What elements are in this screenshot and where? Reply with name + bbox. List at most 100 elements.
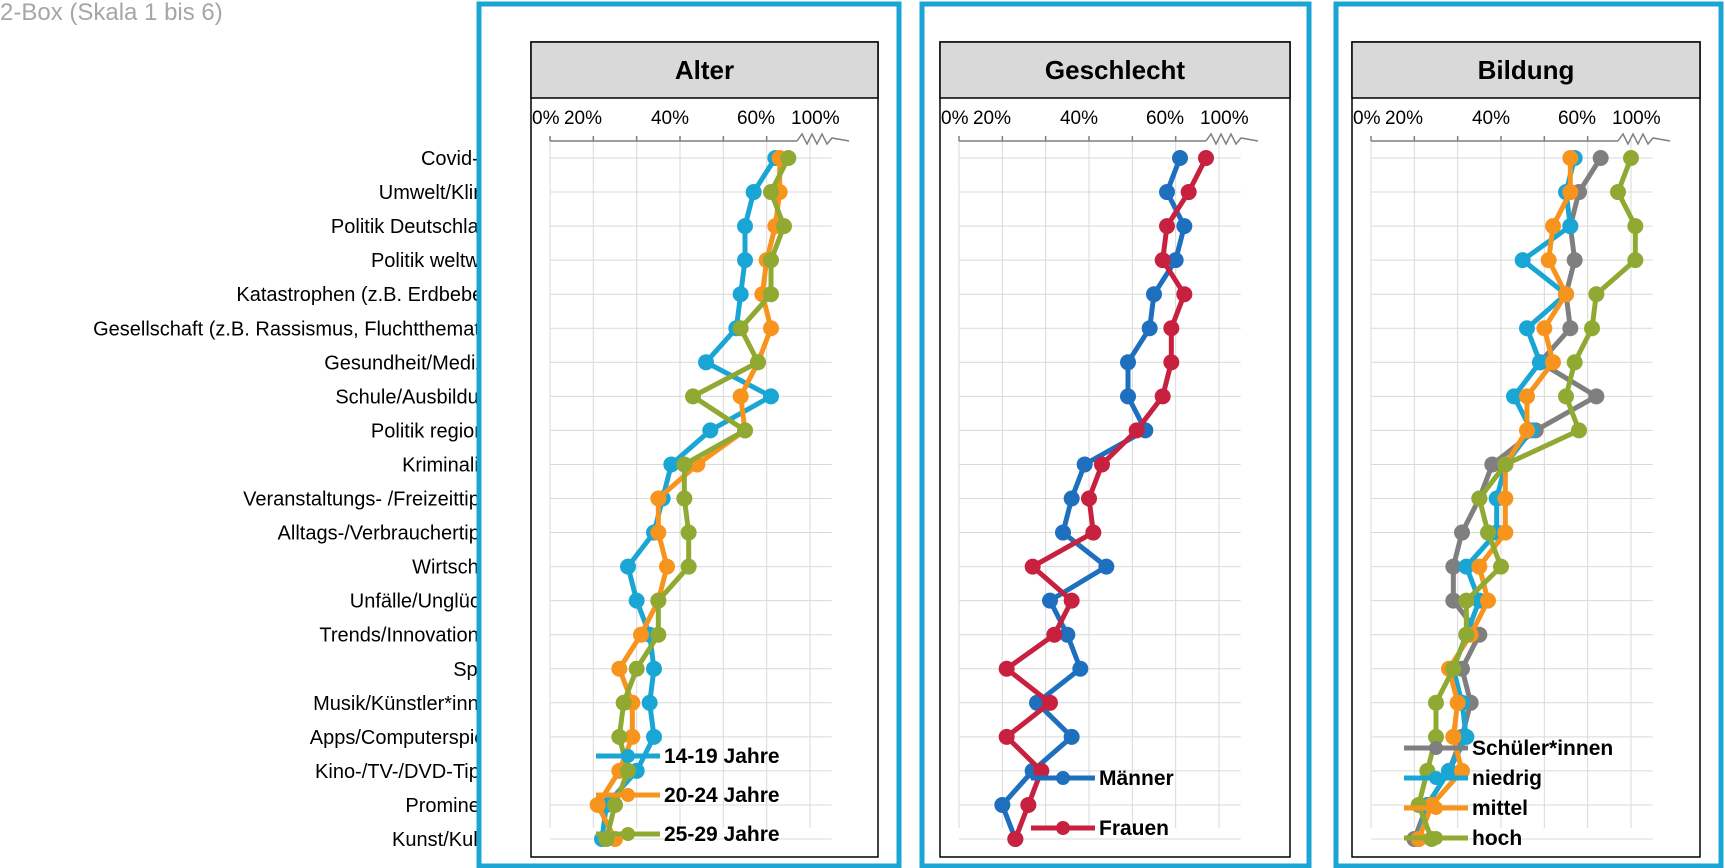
data-point: [1584, 320, 1600, 337]
data-point: [1514, 252, 1531, 269]
category-label: Kunst/Kultur: [392, 829, 501, 851]
plot-frame: [1351, 41, 1701, 858]
data-point: [732, 320, 749, 337]
data-point: [698, 354, 714, 371]
legend-label: mittel: [1472, 797, 1528, 820]
legend-marker: [621, 749, 635, 763]
data-point: [1562, 320, 1579, 337]
x-tick-label: 20%: [1385, 108, 1423, 129]
data-point: [1454, 762, 1470, 779]
data-point: [763, 286, 779, 303]
x-tick-label: 40%: [1472, 108, 1510, 129]
data-point: [1159, 218, 1175, 235]
data-point: [1176, 286, 1193, 303]
panel-geschlecht: Geschlecht 0% 20% 40% 60% 100% Männer Frauen: [919, 1, 1312, 868]
data-point: [1033, 762, 1050, 779]
data-point: [628, 660, 645, 677]
data-point: [646, 728, 662, 745]
data-point: [1098, 558, 1115, 575]
legend-marker: [1056, 821, 1070, 835]
data-point: [732, 388, 749, 405]
data-point: [1610, 184, 1626, 201]
data-point: [1471, 558, 1488, 575]
category-label: Gesellschaft (z.B. Rassismus, Fluchtthem…: [93, 318, 501, 340]
data-point: [998, 728, 1015, 745]
legend-label: Männer: [1099, 767, 1174, 790]
data-point: [998, 660, 1015, 677]
data-point: [1540, 252, 1557, 269]
data-point: [1454, 524, 1470, 541]
data-point: [1536, 320, 1553, 337]
panel-header: [530, 41, 879, 99]
data-point: [1627, 252, 1644, 269]
data-point: [1059, 626, 1076, 643]
data-point: [1076, 456, 1093, 473]
data-point: [1458, 558, 1475, 575]
data-point: [1480, 592, 1496, 609]
panel-header: [1351, 41, 1701, 99]
x-tick-label: 100%: [1612, 108, 1661, 129]
data-point: [1046, 626, 1063, 643]
data-point: [650, 524, 667, 541]
category-label: Politik Deutschland: [331, 216, 501, 238]
x-tick-label: 20%: [564, 108, 602, 129]
legend-label: niedrig: [1472, 767, 1542, 790]
data-point: [1085, 524, 1102, 541]
data-point: [1571, 422, 1587, 439]
data-point: [1532, 354, 1548, 371]
data-point: [1506, 388, 1522, 405]
x-tick-label: 20%: [973, 108, 1011, 129]
data-point: [1154, 252, 1171, 269]
data-point: [620, 558, 636, 575]
data-point: [1562, 218, 1579, 235]
category-label: Katastrophen (z.B. Erdbeben): [236, 284, 501, 306]
data-point: [589, 796, 606, 813]
data-point: [633, 626, 649, 643]
data-point: [737, 422, 753, 439]
data-point: [628, 592, 645, 609]
data-point: [776, 218, 792, 235]
data-point: [1176, 218, 1193, 235]
data-point: [1128, 422, 1145, 439]
category-label: Umwelt/Klima: [379, 182, 502, 204]
data-point: [1558, 388, 1574, 405]
axis-break-icon: [1205, 132, 1259, 146]
x-tick-label: 60%: [1558, 108, 1596, 129]
data-point: [676, 490, 693, 507]
data-point: [1055, 524, 1071, 541]
category-label: Schule/Ausbildung: [335, 386, 501, 408]
legend-marker: [1056, 771, 1070, 785]
data-point: [615, 694, 632, 711]
data-point: [1163, 320, 1180, 337]
data-point: [1558, 286, 1574, 303]
data-point: [1063, 490, 1080, 507]
data-point: [650, 592, 667, 609]
axis-break-icon: [1617, 132, 1671, 146]
legend-marker: [1429, 801, 1443, 815]
data-point: [1471, 490, 1488, 507]
data-point: [1445, 660, 1462, 677]
data-point: [994, 796, 1011, 813]
legend-marker: [621, 788, 635, 802]
data-point: [1497, 490, 1514, 507]
data-point: [780, 150, 797, 166]
data-point: [763, 252, 779, 269]
category-label: Gesundheit/Medizin: [324, 352, 501, 374]
x-tick-label: 40%: [651, 108, 689, 129]
data-point: [1441, 762, 1457, 779]
panel-header: [939, 41, 1291, 99]
data-point: [676, 456, 693, 473]
header-text: 2-Box (Skala 1 bis 6): [0, 0, 223, 26]
data-point: [1449, 694, 1466, 711]
data-point: [1497, 456, 1514, 473]
data-point: [745, 184, 762, 201]
x-tick-label: 0%: [1353, 108, 1381, 129]
data-point: [1163, 354, 1180, 371]
data-point: [1484, 456, 1501, 473]
data-point: [1519, 422, 1535, 439]
legend-label: Frauen: [1099, 817, 1169, 840]
data-point: [1588, 286, 1605, 303]
data-point: [1566, 252, 1583, 269]
